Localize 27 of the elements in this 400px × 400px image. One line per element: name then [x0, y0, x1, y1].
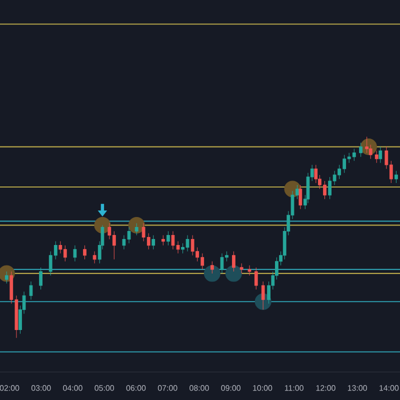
candlestick	[171, 230, 175, 250]
candlestick	[29, 281, 33, 300]
candlestick	[122, 235, 126, 250]
candlestick	[232, 251, 236, 272]
candlestick	[127, 226, 131, 244]
candlestick	[248, 265, 252, 276]
candlestick	[298, 184, 302, 210]
candlestick	[83, 245, 86, 260]
candlestick	[166, 230, 170, 246]
candlestick	[176, 241, 180, 254]
point	[204, 265, 220, 282]
candlestick	[210, 261, 214, 274]
candlestick	[261, 281, 265, 310]
candlestick	[4, 271, 8, 284]
candlestick	[73, 245, 77, 262]
candlestick	[92, 251, 96, 264]
candlestick	[378, 146, 382, 164]
candlestick	[134, 222, 138, 236]
candlestick	[374, 150, 378, 164]
candlestick	[240, 263, 244, 274]
candlestick	[359, 142, 362, 158]
point	[225, 265, 242, 282]
candlestick	[39, 267, 42, 290]
candlestick	[161, 235, 165, 246]
candlestick	[254, 267, 258, 290]
candlestick	[394, 170, 398, 184]
candlestick	[152, 235, 156, 250]
